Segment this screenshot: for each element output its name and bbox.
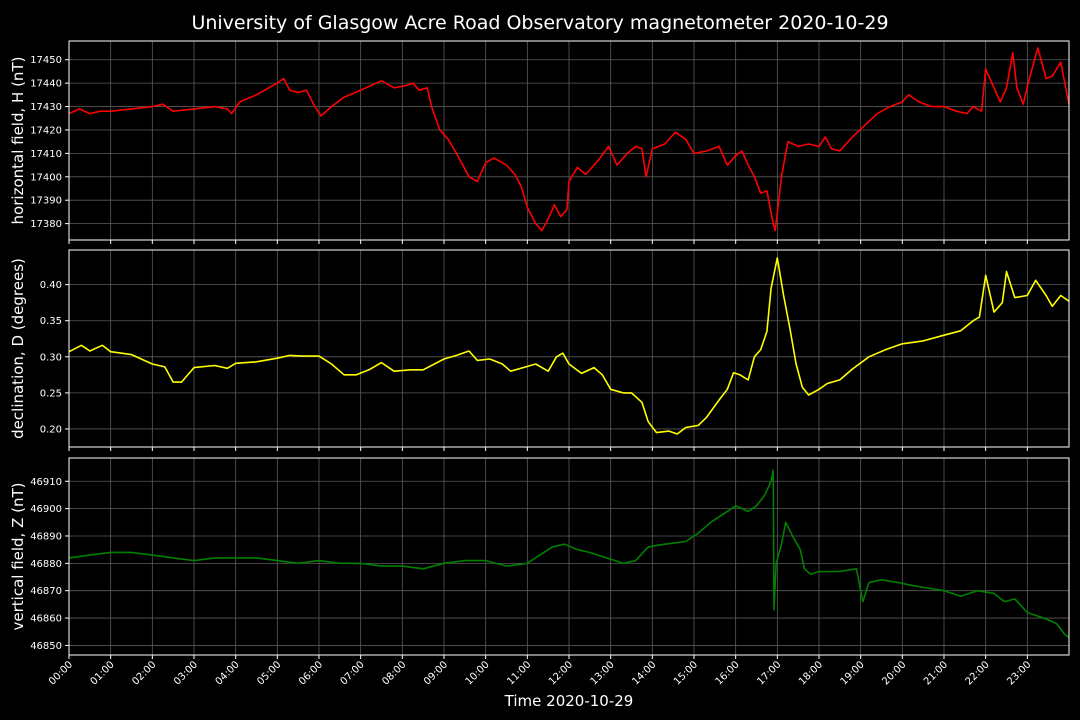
x-tick-label: 19:00 xyxy=(839,659,867,687)
x-tick-label: 07:00 xyxy=(339,659,367,687)
y-tick-label: 17380 xyxy=(30,219,62,230)
y-axis-label: vertical field, Z (nT) xyxy=(9,482,27,630)
x-tick-label: 16:00 xyxy=(714,659,742,687)
y-tick-label: 0.40 xyxy=(40,280,62,291)
panel-D: 0.20 0.25 0.30 0.35 0.40 declination, D (degr… xyxy=(9,249,1070,451)
x-tick-label: 18:00 xyxy=(797,659,825,687)
y-tick-label: 0.35 xyxy=(40,316,62,327)
y-tick-label: 0.30 xyxy=(40,352,62,363)
x-axis: 00:00 01:00 02:00 03:00 04:00 05:00 06:00 07:00… xyxy=(47,659,1033,687)
x-tick-label: 04:00 xyxy=(214,659,242,687)
x-axis-label: Time 2020-10-29 xyxy=(504,692,634,710)
x-tick-label: 06:00 xyxy=(297,659,325,687)
y-tick-label: 46910 xyxy=(30,477,62,488)
x-tick-label: 22:00 xyxy=(964,659,992,687)
x-tick-label: 02:00 xyxy=(130,659,158,687)
panels-group: 17380 17390 17400 17410 17420 17430 17440 17450… xyxy=(9,40,1070,659)
series-line-Z xyxy=(68,469,1070,638)
x-tick-label: 12:00 xyxy=(547,659,575,687)
panel-Z: 46850 46860 46870 46880 46890 46900 46910verti… xyxy=(9,457,1070,659)
x-tick-label: 21:00 xyxy=(922,659,950,687)
x-tick-label: 23:00 xyxy=(1005,659,1033,687)
series-line-H xyxy=(68,47,1070,232)
y-tick-label: 46900 xyxy=(30,504,62,515)
y-tick-label: 0.25 xyxy=(40,388,62,399)
x-tick-label: 11:00 xyxy=(505,659,533,687)
chart-title: University of Glasgow Acre Road Observat… xyxy=(191,12,888,34)
y-tick-label: 17440 xyxy=(30,79,62,90)
x-tick-label: 09:00 xyxy=(422,659,450,687)
y-tick-label: 46890 xyxy=(30,531,62,542)
x-tick-label: 15:00 xyxy=(672,659,700,687)
y-tick-label: 17400 xyxy=(30,172,62,183)
x-tick-label: 08:00 xyxy=(380,659,408,687)
x-tick-label: 05:00 xyxy=(255,659,283,687)
x-tick-label: 13:00 xyxy=(589,659,617,687)
x-tick-label: 14:00 xyxy=(630,659,658,687)
y-tick-label: 17410 xyxy=(30,149,62,160)
x-tick-label: 10:00 xyxy=(464,659,492,687)
y-tick-label: 46860 xyxy=(30,614,62,625)
y-tick-label: 17390 xyxy=(30,196,62,207)
y-axis-label: horizontal field, H (nT) xyxy=(9,57,27,225)
x-tick-label: 17:00 xyxy=(755,659,783,687)
y-tick-label: 46880 xyxy=(30,559,62,570)
y-tick-label: 17450 xyxy=(30,55,62,66)
y-tick-label: 17430 xyxy=(30,102,62,113)
x-tick-label: 01:00 xyxy=(89,659,117,687)
panel-border xyxy=(68,40,1070,241)
series-line-D xyxy=(68,257,1070,435)
panel-border xyxy=(68,457,1070,656)
y-tick-label: 46850 xyxy=(30,641,62,652)
x-tick-label: 20:00 xyxy=(880,659,908,687)
y-tick-label: 0.20 xyxy=(40,424,62,435)
panel-border xyxy=(68,249,1070,448)
panel-H: 17380 17390 17400 17410 17420 17430 17440 17450… xyxy=(9,40,1070,244)
x-tick-label: 00:00 xyxy=(47,659,75,687)
y-tick-label: 46870 xyxy=(30,586,62,597)
x-tick-label: 03:00 xyxy=(172,659,200,687)
y-tick-label: 17420 xyxy=(30,125,62,136)
y-axis-label: declination, D (degrees) xyxy=(9,258,27,439)
